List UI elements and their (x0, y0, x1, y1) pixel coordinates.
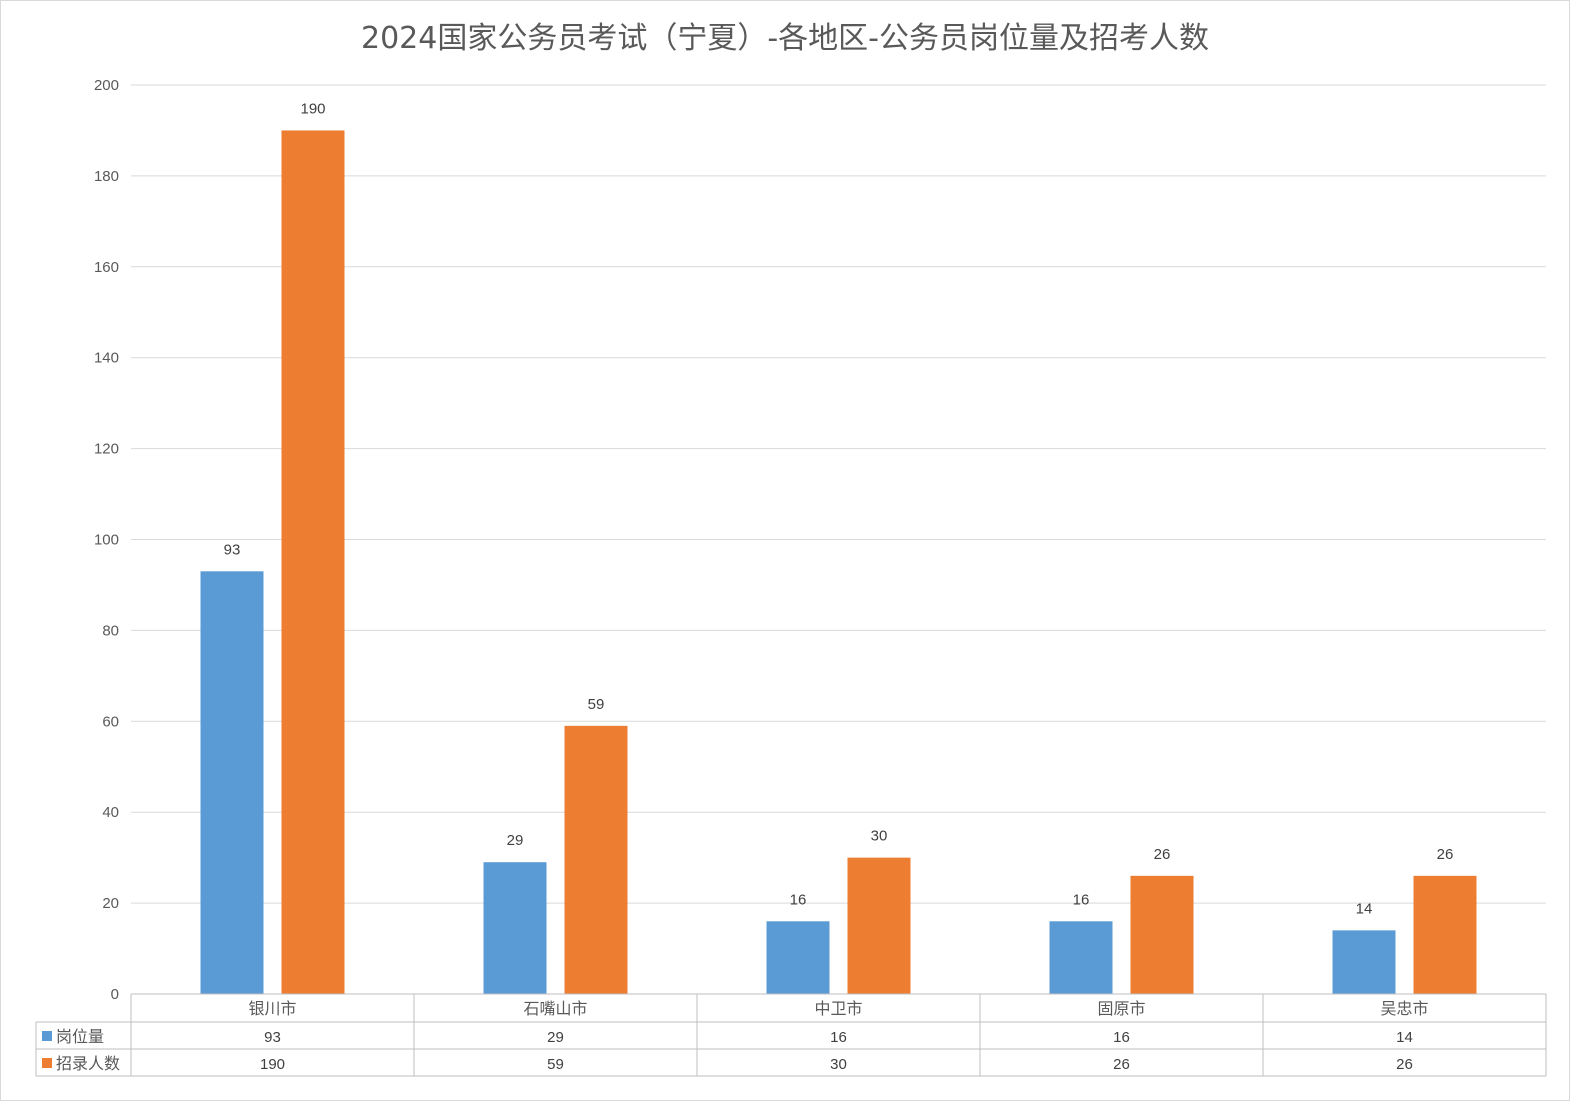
bar-recruits (847, 857, 911, 994)
legend-label: 招录人数 (56, 1054, 120, 1073)
data-label: 26 (1437, 846, 1454, 863)
y-tick-label: 120 (94, 441, 119, 458)
bar-positions (766, 921, 830, 994)
table-cell: 93 (264, 1029, 281, 1046)
category-label: 吴忠市 (1380, 999, 1428, 1018)
bar-recruits (564, 725, 628, 994)
y-tick-label: 60 (102, 713, 119, 730)
bar-recruits (281, 130, 345, 994)
table-cell: 14 (1396, 1029, 1413, 1046)
data-label: 190 (300, 100, 325, 117)
y-tick-label: 80 (102, 622, 119, 639)
y-tick-label: 140 (94, 350, 119, 367)
data-label: 93 (224, 541, 241, 558)
data-labels: 93 190 29 59 16 30 16 26 14 26 (224, 100, 1454, 917)
table-cell: 190 (260, 1056, 285, 1073)
table-cell: 26 (1113, 1056, 1130, 1073)
category-label: 银川市 (248, 999, 296, 1018)
legend-key (42, 1058, 52, 1068)
bar-recruits (1130, 875, 1194, 994)
legend-label: 岗位量 (56, 1027, 104, 1046)
data-label: 26 (1154, 846, 1171, 863)
bar-positions (200, 571, 264, 994)
y-tick-label: 200 (94, 77, 119, 94)
y-tick-label: 180 (94, 168, 119, 185)
category-label: 石嘴山市 (523, 999, 587, 1018)
category-label: 固原市 (1097, 999, 1145, 1018)
y-tick-label: 0 (111, 986, 119, 1003)
data-label: 16 (790, 891, 807, 908)
table-cell: 26 (1396, 1056, 1413, 1073)
table-cell: 29 (547, 1029, 564, 1046)
bar-positions (1332, 930, 1396, 994)
table-cell: 30 (830, 1056, 847, 1073)
gridlines (131, 84, 1546, 904)
data-label: 29 (507, 832, 524, 849)
chart-title: 2024国家公务员考试（宁夏）-各地区-公务员岗位量及招考人数 (361, 21, 1209, 56)
data-label: 30 (871, 828, 888, 845)
bar-positions (1049, 921, 1113, 994)
bar-recruits (1413, 875, 1477, 994)
legend-key (42, 1031, 52, 1041)
category-label: 中卫市 (814, 999, 862, 1018)
data-label: 14 (1356, 900, 1373, 917)
y-tick-label: 20 (102, 895, 119, 912)
y-tick-label: 100 (94, 532, 119, 549)
bars (200, 130, 1477, 994)
bar-positions (483, 862, 547, 994)
table-cell: 59 (547, 1056, 564, 1073)
data-label: 16 (1073, 891, 1090, 908)
y-axis-ticks: 0 20 40 60 80 100 120 140 160 180 200 (94, 77, 119, 1003)
table-cell: 16 (830, 1029, 847, 1046)
table-cell: 16 (1113, 1029, 1130, 1046)
y-tick-label: 40 (102, 804, 119, 821)
data-label: 59 (588, 696, 605, 713)
y-tick-label: 160 (94, 259, 119, 276)
